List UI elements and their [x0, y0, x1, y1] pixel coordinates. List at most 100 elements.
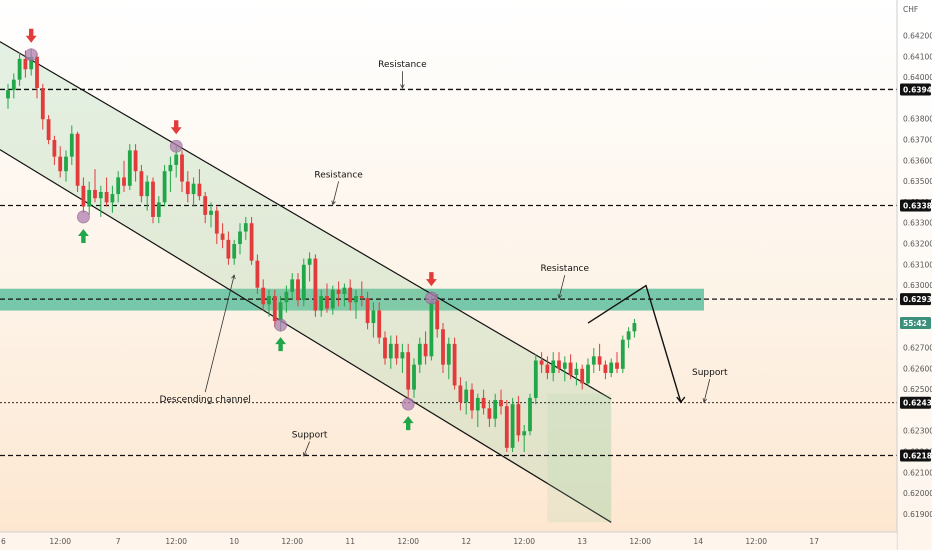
candle-body: [504, 406, 509, 448]
candle-body: [412, 364, 416, 390]
price-tick-label: 0.64200: [903, 32, 932, 41]
price-badge: [900, 199, 931, 212]
candle-body: [75, 133, 80, 186]
candle-body: [133, 150, 138, 172]
candle-body: [580, 368, 585, 384]
candle-body: [429, 300, 434, 357]
annotation-arrowhead: [702, 398, 708, 403]
time-tick-label: 12:00: [397, 537, 419, 546]
candle-body: [557, 360, 561, 369]
candle-body: [174, 154, 179, 165]
candle-body: [325, 296, 329, 309]
annotation-label: Support: [692, 368, 728, 378]
candle-body: [499, 400, 503, 407]
candle-body: [354, 296, 358, 303]
candle-body: [632, 323, 637, 332]
arrow-down-icon: [170, 120, 182, 135]
candle-body: [214, 210, 219, 234]
candle-body: [93, 189, 97, 199]
candle-body: [104, 192, 109, 203]
candle-body: [452, 343, 457, 386]
candle-body: [313, 258, 318, 311]
time-tick-label: 12:00: [281, 537, 303, 546]
candle-body: [64, 156, 68, 172]
candle-body: [127, 150, 132, 186]
candle-body: [284, 291, 289, 303]
candle-body: [359, 296, 364, 299]
price-tick-label: 0.62300: [903, 427, 932, 436]
candle-body: [481, 397, 486, 409]
candle-body: [626, 331, 631, 340]
candle-body: [365, 298, 370, 324]
price-tick-label: 0.62100: [903, 468, 932, 477]
candle-body: [46, 119, 51, 140]
candle-body: [458, 385, 463, 403]
candle-body: [551, 360, 556, 373]
candle-body: [510, 404, 515, 448]
candle-body: [122, 177, 126, 186]
annotation-arrowhead: [231, 274, 236, 280]
candle-body: [209, 210, 213, 215]
candle-body: [191, 183, 196, 195]
candle-body: [446, 343, 451, 365]
candle-body: [609, 362, 614, 373]
candle-body: [441, 329, 445, 365]
candle-body: [238, 231, 242, 244]
candle-body: [255, 260, 260, 288]
candle-body: [296, 279, 300, 301]
arrow-down-icon: [25, 28, 37, 43]
price-badge-label: 55:42: [903, 319, 927, 328]
candle-body: [522, 431, 527, 436]
candle-body: [330, 289, 335, 309]
arrow-up-icon: [77, 228, 89, 243]
price-badge: [900, 449, 931, 462]
channel-upper-line: [0, 41, 612, 400]
price-badge: [900, 317, 931, 330]
candle-body: [52, 140, 57, 157]
price-tick-label: 0.63000: [903, 281, 932, 290]
candle-body: [435, 300, 440, 330]
price-tick-label: 0.61900: [903, 510, 932, 519]
time-tick-label: 10: [229, 537, 239, 546]
time-tick-label: 12:00: [745, 537, 767, 546]
candle-body: [267, 296, 271, 305]
candle-body: [528, 397, 532, 432]
candle-body: [603, 364, 608, 373]
candle-body: [87, 189, 92, 207]
time-tick-label: 12:00: [165, 537, 187, 546]
candle-body: [423, 343, 428, 357]
time-tick-label: 17: [809, 537, 819, 546]
candle-body: [383, 337, 387, 359]
price-tick-label: 0.62700: [903, 344, 932, 353]
price-tick-label: 0.62500: [903, 385, 932, 394]
candle-body: [388, 343, 393, 359]
price-badge-label: 0.62183: [903, 452, 932, 461]
candle-body: [348, 287, 353, 303]
candle-body: [11, 79, 16, 91]
candle-body: [151, 181, 155, 217]
candle-body: [226, 239, 231, 259]
candle-body: [493, 400, 498, 419]
candle-body: [139, 171, 144, 197]
candle-body: [319, 296, 324, 311]
price-badge: [900, 293, 931, 306]
price-badge-label: 0.63385: [903, 202, 932, 211]
price-tick-label: 0.63200: [903, 240, 932, 249]
candle-body: [162, 171, 167, 203]
price-tick-label: 0.63300: [903, 219, 932, 228]
candle-body: [272, 296, 277, 321]
annotation-arrowhead: [331, 200, 336, 206]
price-tick-label: 0.62000: [903, 489, 932, 498]
candle-body: [220, 233, 225, 240]
time-tick-label: 11: [345, 537, 355, 546]
candle-body: [261, 287, 266, 305]
arrow-down-icon: [426, 272, 437, 287]
candle-body: [342, 287, 347, 294]
candle-body: [487, 408, 492, 419]
annotation-label: Descending channel: [159, 395, 250, 405]
candle-body: [278, 302, 283, 321]
candle-body: [417, 343, 422, 365]
time-tick-label: 7: [116, 537, 121, 546]
